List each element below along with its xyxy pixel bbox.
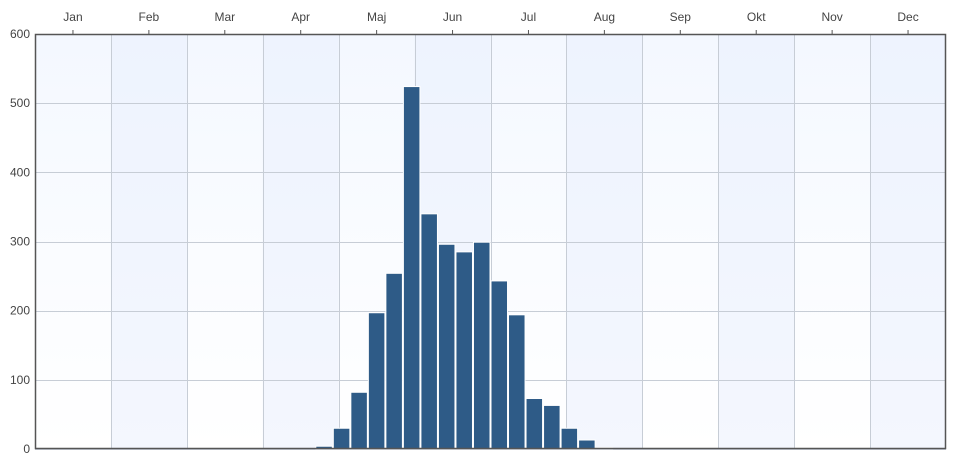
month-band [262, 34, 339, 449]
y-tick-label: 300 [10, 235, 30, 249]
y-tick-label: 100 [10, 373, 30, 387]
histogram-bar [332, 427, 351, 450]
x-tick-label: Aug [594, 10, 615, 24]
histogram-bar [437, 243, 456, 450]
x-tick-label: Jul [521, 10, 536, 24]
x-tick-label: Nov [821, 10, 842, 24]
month-band [870, 34, 946, 449]
histogram-bar [560, 427, 579, 450]
x-tick-label: Maj [367, 10, 386, 24]
month-band [110, 34, 187, 449]
y-tick-label: 400 [10, 165, 30, 179]
frame-border [34, 33, 947, 450]
plot-frame [34, 33, 947, 450]
x-tick-label: Okt [747, 10, 766, 24]
month-band [718, 34, 795, 449]
histogram-bar [472, 241, 491, 450]
histogram-bar [350, 391, 368, 450]
bars [315, 86, 614, 450]
x-tick-label: Feb [139, 10, 160, 24]
x-tick-label: Dec [897, 10, 918, 24]
x-axis-top: Jan Feb Mar Apr Maj Jun Jul Aug Sep Okt Nov Dec [63, 10, 919, 34]
histogram-bar [367, 312, 386, 450]
y-tick-label: 0 [23, 442, 30, 456]
histogram-bar [525, 398, 544, 450]
x-tick-label: Sep [670, 10, 692, 24]
x-tick-label: Mar [214, 10, 235, 24]
histogram-bar [508, 314, 526, 450]
histogram-bar [385, 272, 403, 450]
x-tick-label: Jun [443, 10, 462, 24]
month-band [566, 34, 643, 449]
y-tick-label: 600 [10, 27, 30, 41]
histogram-bar [420, 213, 438, 450]
y-tick-label: 200 [10, 304, 30, 318]
histogram-bar [455, 251, 473, 450]
histogram-bar [543, 404, 561, 450]
y-tick-label: 500 [10, 96, 30, 110]
histogram-bar [578, 439, 596, 450]
histogram-bar [490, 280, 509, 450]
y-axis: 0 100 200 300 400 500 600 [10, 27, 30, 456]
histogram-bar [402, 86, 421, 450]
x-tick-label: Jan [63, 10, 82, 24]
x-tick-label: Apr [291, 10, 310, 24]
